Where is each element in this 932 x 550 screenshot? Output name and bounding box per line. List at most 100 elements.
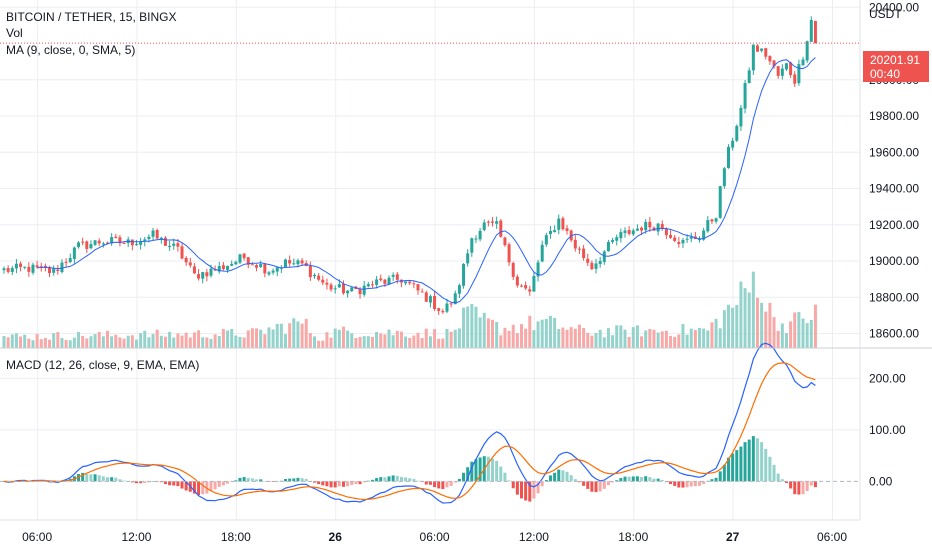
candle-body[interactable] (789, 62, 793, 75)
candle-body[interactable] (623, 230, 627, 233)
candle-body[interactable] (611, 240, 615, 242)
candle-body[interactable] (19, 263, 23, 267)
candle-body[interactable] (813, 21, 817, 44)
volume-legend[interactable]: Vol (6, 26, 23, 40)
candle-body[interactable] (14, 263, 18, 269)
candle-body[interactable] (590, 262, 594, 270)
candle-body[interactable] (134, 244, 138, 246)
candle-body[interactable] (118, 237, 122, 244)
candle-body[interactable] (205, 272, 209, 277)
candle-body[interactable] (221, 265, 225, 270)
candle-body[interactable] (582, 248, 586, 259)
candle-body[interactable] (809, 20, 813, 42)
candle-body[interactable] (379, 278, 383, 281)
candle-body[interactable] (329, 284, 333, 290)
candle-body[interactable] (615, 237, 619, 241)
candle-body[interactable] (424, 292, 428, 302)
candle-body[interactable] (412, 283, 416, 285)
candle-body[interactable] (627, 229, 631, 234)
candle-body[interactable] (478, 230, 482, 240)
candle-body[interactable] (176, 243, 180, 247)
candle-body[interactable] (246, 257, 250, 265)
candle-body[interactable] (333, 288, 337, 290)
candle-body[interactable] (755, 45, 759, 52)
candle-body[interactable] (106, 242, 109, 244)
candle-body[interactable] (635, 228, 639, 231)
candle-body[interactable] (747, 70, 751, 83)
time-axis[interactable]: 06:00 12:00 18:00 26 06:00 12:00 18:00 27 06:00 (22, 530, 847, 544)
candle-body[interactable] (85, 241, 89, 249)
candle-body[interactable] (507, 244, 511, 263)
candle-body[interactable] (317, 275, 321, 280)
candle-body[interactable] (681, 239, 685, 244)
candle-body[interactable] (163, 237, 167, 246)
candle-body[interactable] (114, 236, 118, 238)
candle-body[interactable] (27, 266, 31, 272)
candle-body[interactable] (735, 125, 739, 141)
candle-body[interactable] (23, 266, 27, 268)
candle-body[interactable] (10, 268, 14, 273)
candlesticks[interactable] (2, 16, 817, 315)
candle-body[interactable] (491, 221, 495, 223)
macd-legend[interactable]: MACD (12, 26, close, 9, EMA, EMA) (6, 358, 200, 372)
candle-body[interactable] (72, 247, 76, 259)
candle-body[interactable] (462, 264, 466, 286)
candle-body[interactable] (577, 248, 581, 250)
candle-body[interactable] (209, 268, 213, 276)
candle-body[interactable] (673, 237, 677, 241)
candle-body[interactable] (217, 266, 221, 272)
candle-body[interactable] (2, 268, 6, 271)
candle-body[interactable] (416, 284, 420, 291)
candle-body[interactable] (93, 240, 97, 245)
candle-body[interactable] (271, 270, 275, 273)
candle-body[interactable] (259, 264, 263, 268)
candle-body[interactable] (404, 281, 408, 284)
candle-body[interactable] (739, 107, 743, 127)
candle-body[interactable] (188, 262, 192, 266)
candle-body[interactable] (35, 265, 39, 268)
candle-body[interactable] (97, 240, 101, 244)
candle-body[interactable] (631, 230, 635, 235)
candle-body[interactable] (130, 239, 134, 246)
candle-body[interactable] (764, 48, 768, 57)
candle-body[interactable] (772, 60, 776, 67)
candle-body[interactable] (341, 283, 345, 294)
candle-body[interactable] (660, 224, 664, 229)
candle-body[interactable] (242, 253, 246, 259)
candle-body[interactable] (408, 281, 412, 284)
candle-body[interactable] (511, 262, 515, 277)
candle-body[interactable] (101, 243, 105, 245)
candle-body[interactable] (350, 287, 354, 292)
candle-body[interactable] (515, 276, 519, 286)
candle-body[interactable] (793, 74, 797, 84)
candle-body[interactable] (139, 241, 143, 245)
candle-body[interactable] (648, 221, 652, 228)
candle-body[interactable] (201, 272, 205, 279)
candle-body[interactable] (776, 66, 780, 76)
candle-body[interactable] (536, 262, 540, 277)
candle-body[interactable] (780, 68, 784, 76)
candle-body[interactable] (143, 239, 147, 242)
candle-body[interactable] (31, 264, 35, 273)
candle-body[interactable] (751, 44, 755, 71)
candle-body[interactable] (482, 222, 486, 231)
candle-body[interactable] (337, 284, 341, 288)
candle-body[interactable] (441, 311, 445, 313)
candle-body[interactable] (172, 243, 176, 246)
candle-body[interactable] (768, 56, 772, 62)
candle-body[interactable] (433, 295, 437, 309)
candle-body[interactable] (640, 227, 644, 231)
candle-body[interactable] (561, 218, 565, 230)
candle-body[interactable] (238, 254, 242, 263)
candle-body[interactable] (453, 293, 457, 305)
candle-body[interactable] (644, 221, 648, 230)
candle-body[interactable] (437, 308, 441, 311)
candle-body[interactable] (486, 221, 490, 223)
candle-body[interactable] (383, 279, 387, 284)
candle-body[interactable] (743, 83, 747, 109)
candle-body[interactable] (727, 146, 730, 168)
candle-body[interactable] (714, 218, 718, 222)
candle-body[interactable] (358, 288, 362, 295)
candle-body[interactable] (656, 223, 660, 232)
candle-body[interactable] (544, 235, 548, 245)
